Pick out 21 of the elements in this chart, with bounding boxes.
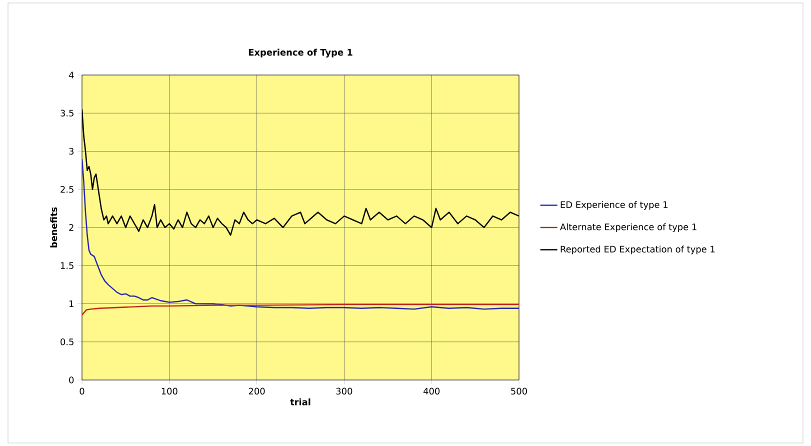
y-tick-label: 1.5 [60, 262, 74, 269]
chart-title: Experience of Type 1 [248, 48, 352, 58]
x-tick-label: 100 [162, 388, 178, 395]
y-tick-label: 0 [69, 376, 74, 384]
legend-label: Alternate Experience of type 1 [560, 223, 696, 232]
x-tick-label: 300 [336, 388, 352, 395]
x-tick-label: 400 [423, 388, 440, 395]
x-tick-label: 500 [511, 388, 527, 395]
x-tick-label: 0 [80, 388, 84, 395]
legend-label: Reported ED Expectation of type 1 [560, 246, 715, 254]
y-axis-title: benefits [50, 207, 58, 248]
y-tick-label: 4 [68, 72, 74, 78]
y-tick-label: 2 [69, 224, 74, 231]
y-tick-label: 3.5 [60, 110, 74, 117]
y-tick-label: 3 [69, 148, 74, 155]
y-tick-label: 0.5 [60, 338, 74, 346]
y-tick-label: 2.5 [60, 186, 74, 193]
legend-label: ED Experience of type 1 [560, 201, 668, 210]
x-axis-title: trial [290, 398, 310, 406]
x-tick-label: 200 [248, 388, 265, 395]
y-tick-label: 1 [70, 300, 74, 308]
